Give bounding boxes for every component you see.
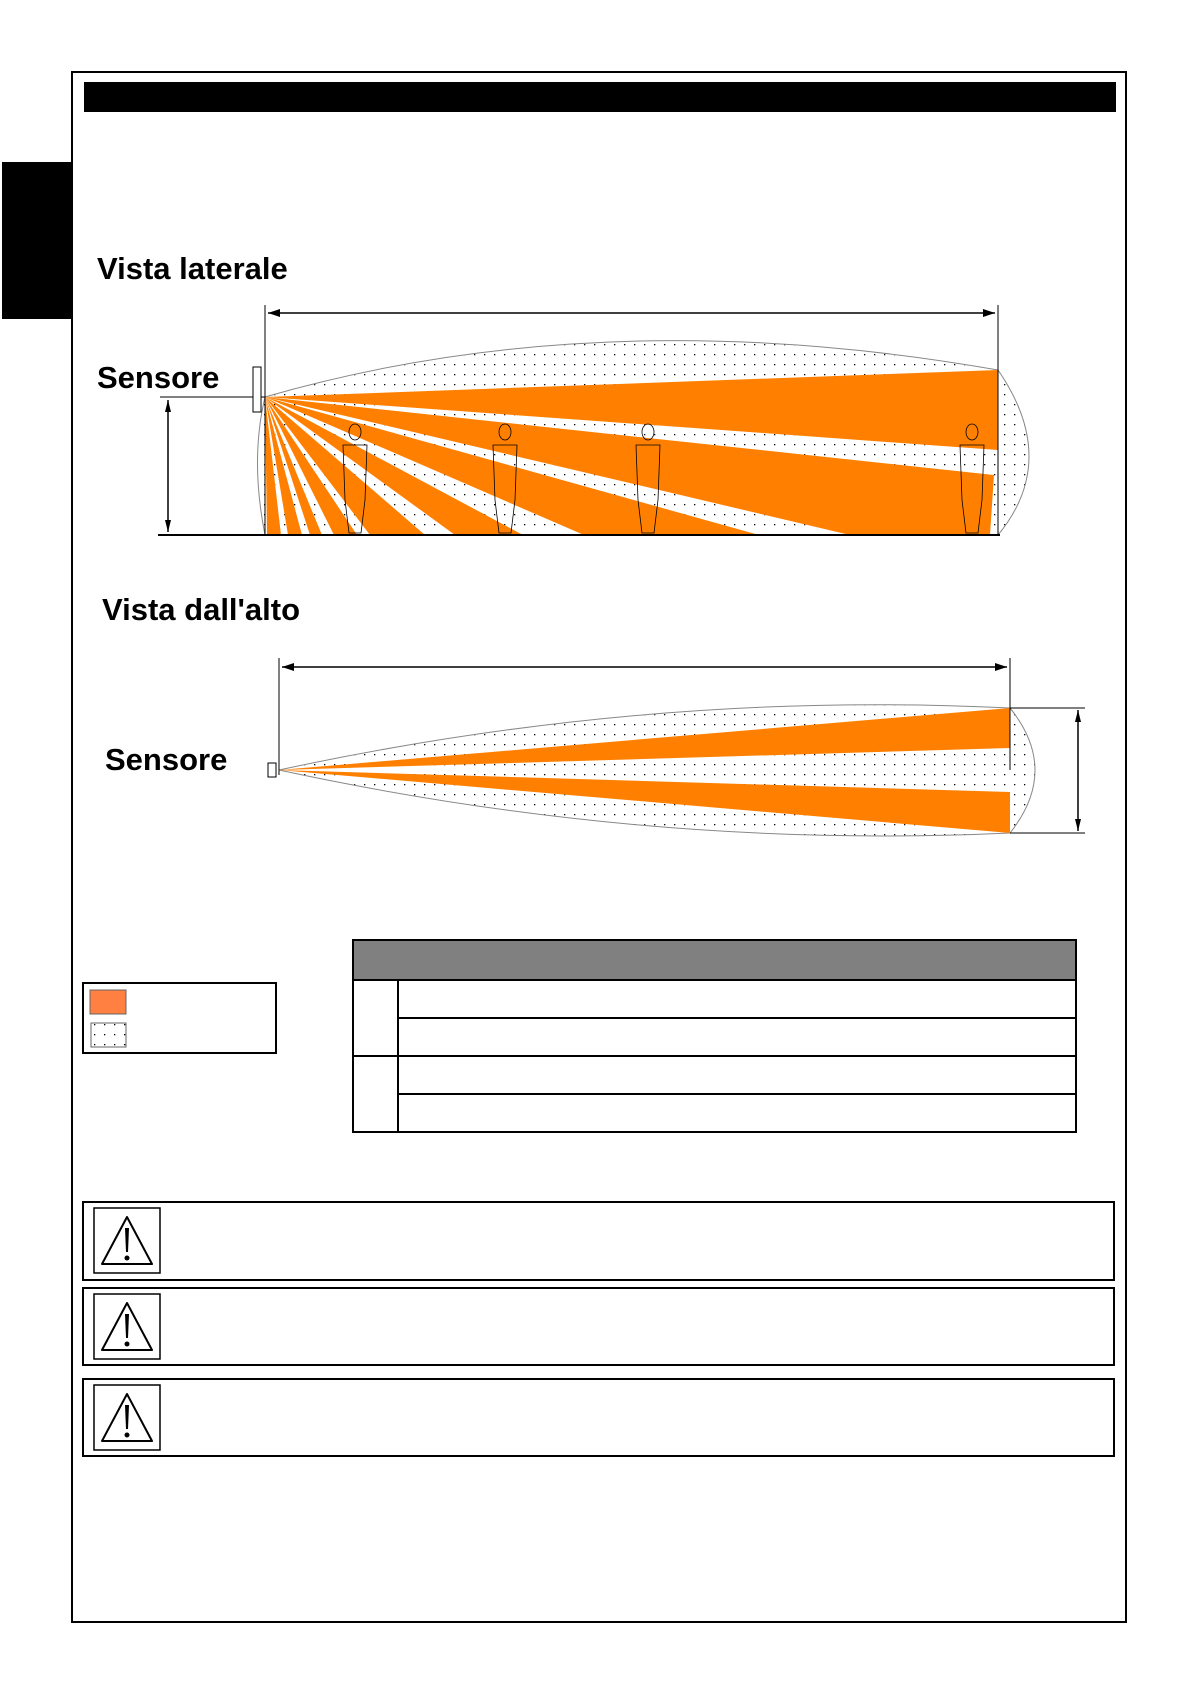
spec-table bbox=[352, 939, 1077, 1133]
side-beam bbox=[265, 397, 759, 535]
table-header bbox=[352, 939, 1077, 981]
side-beam bbox=[265, 397, 425, 535]
legend bbox=[82, 982, 277, 1054]
legend-swatch-dotted bbox=[90, 1022, 127, 1048]
side-view-diagram bbox=[158, 305, 1030, 536]
person-figure bbox=[635, 423, 661, 534]
side-beam bbox=[265, 397, 281, 535]
side-beam bbox=[265, 397, 357, 535]
warning-box bbox=[82, 1201, 1115, 1281]
header-bar bbox=[84, 82, 1116, 112]
side-beam bbox=[265, 397, 302, 535]
top-beam bbox=[279, 708, 1010, 770]
warning-box bbox=[82, 1287, 1115, 1366]
sensor-icon bbox=[252, 366, 262, 413]
top-view-title: Vista dall'alto bbox=[102, 592, 300, 627]
side-beam bbox=[265, 370, 998, 450]
side-beam bbox=[265, 397, 994, 535]
section-tab bbox=[2, 162, 72, 319]
person-figure bbox=[492, 423, 518, 534]
top-view-diagram bbox=[267, 658, 1085, 837]
sensor-icon bbox=[267, 762, 277, 778]
top-beam bbox=[279, 770, 1010, 833]
page-frame bbox=[71, 71, 1127, 1623]
warning-box bbox=[82, 1378, 1115, 1457]
side-beam bbox=[265, 397, 322, 535]
warning-triangle-icon bbox=[101, 1216, 153, 1265]
person-figure bbox=[342, 423, 368, 534]
top-view-sensor-label: Sensore bbox=[105, 742, 227, 777]
side-beam bbox=[265, 397, 523, 535]
side-view-title: Vista laterale bbox=[97, 251, 288, 286]
warning-triangle-icon bbox=[101, 1393, 153, 1442]
person-figure bbox=[959, 423, 985, 534]
warning-triangle-icon bbox=[101, 1302, 153, 1351]
side-view-sensor-label: Sensore bbox=[97, 360, 219, 395]
legend-swatch-active bbox=[89, 989, 127, 1015]
